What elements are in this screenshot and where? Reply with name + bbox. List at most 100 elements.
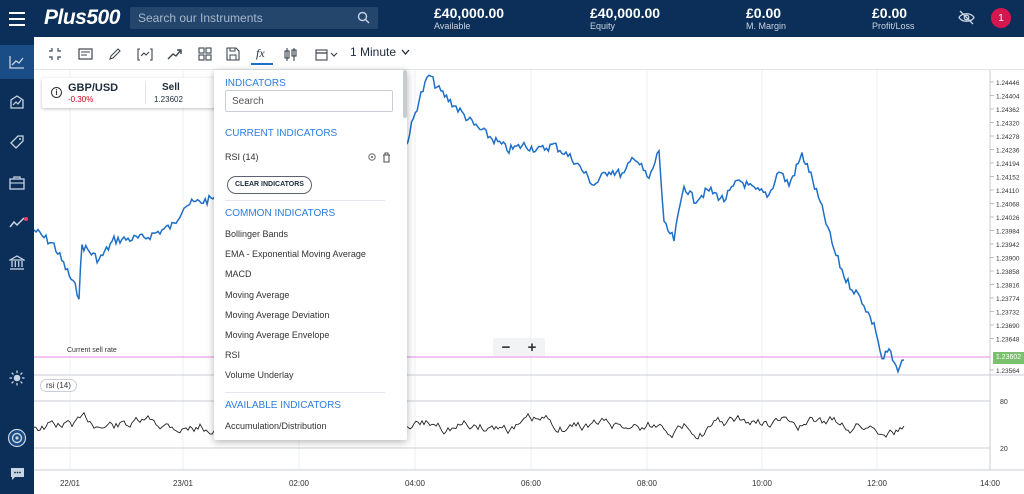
search-input[interactable] [138, 10, 348, 26]
instrument-card[interactable]: i GBP/USD -0.30% Sell 1.23602 1. [42, 78, 227, 108]
price-tick-label: 1.24404 [996, 94, 1020, 101]
theme-sun-icon [9, 370, 25, 386]
indicator-item[interactable]: EMA - Exponential Moving Average [225, 249, 366, 259]
stat-equity: £40,000.00 Equity [590, 5, 660, 32]
indicator-item[interactable]: Accumulation/Distribution [225, 421, 327, 431]
sidebar-item-trends[interactable] [0, 205, 34, 239]
search-icon[interactable] [357, 11, 370, 24]
layout-button[interactable] [194, 43, 216, 65]
menu-button[interactable] [0, 0, 34, 37]
indicators-dropdown: INDICATORS CURRENT INDICATORS RSI (14) C… [214, 70, 407, 440]
sidebar-item-positions[interactable] [0, 85, 34, 119]
time-tick-label: 14:00 [980, 479, 1001, 488]
zoom-out-button[interactable]: − [501, 338, 511, 356]
notification-badge[interactable]: 1 [991, 8, 1011, 28]
funds-bank-icon [9, 254, 25, 270]
current-sell-rate-label: Current sell rate [67, 347, 117, 354]
current-indicator-label: RSI (14) [225, 152, 259, 162]
trend-icon [167, 49, 182, 60]
stat-value: £0.00 [746, 5, 782, 21]
indicator-item[interactable]: Moving Average Deviation [225, 310, 330, 320]
indicator-item[interactable]: Moving Average [225, 290, 290, 300]
chart-grid [69, 70, 991, 470]
line-style-button[interactable] [134, 43, 156, 65]
price-series-line [34, 74, 905, 375]
price-tick-label: 1.23816 [996, 283, 1020, 290]
trash-icon[interactable] [382, 152, 391, 163]
hide-balance-eye-icon[interactable] [958, 10, 975, 25]
sidebar-item-theme[interactable] [0, 361, 34, 395]
top-bar: Plus500 £40,000.00 Available £40,000.00 … [0, 0, 1024, 37]
line-style-icon [137, 47, 153, 61]
stat-label: Equity [590, 21, 616, 31]
sell-label[interactable]: Sell [162, 82, 180, 93]
sidebar-item-chat[interactable] [0, 457, 34, 491]
indicator-item[interactable]: Volume Underlay [225, 370, 294, 380]
sidebar-item-funds[interactable] [0, 245, 34, 279]
indicators-fx-icon: fx [256, 46, 265, 60]
interval-select[interactable]: 1 Minute [350, 45, 410, 59]
price-tick-label: 1.24236 [996, 148, 1020, 155]
calendar-button[interactable] [310, 43, 344, 65]
info-icon[interactable]: i [51, 87, 62, 98]
price-tick-label: 1.24026 [996, 215, 1020, 222]
scrollbar[interactable] [403, 70, 407, 118]
interval-label: 1 Minute [350, 45, 397, 59]
current-indicators-heading: CURRENT INDICATORS [225, 128, 338, 139]
stat-label: M. Margin [746, 21, 787, 31]
chart-type-icon [77, 47, 93, 60]
fullscreen-button[interactable] [44, 43, 66, 65]
sell-value[interactable]: 1.23602 [154, 95, 183, 104]
time-tick-label: 08:00 [637, 479, 658, 488]
rsi-pane-label[interactable]: rsi (14) [40, 379, 77, 392]
draw-button[interactable] [104, 43, 126, 65]
price-tick-label: 1.23858 [996, 269, 1020, 276]
chart-toolbar: fx 1 Minute [34, 37, 1024, 70]
time-tick-label: 22/01 [60, 479, 81, 488]
indicator-item[interactable]: MACD [225, 269, 252, 279]
price-chart[interactable]: 1.24446 1.24404 1.24362 1.24320 1.24278 1.242… [34, 70, 1024, 494]
svg-text:fx: fx [256, 46, 265, 60]
calendar-icon [315, 48, 338, 61]
price-tick-label: 1.24194 [996, 161, 1020, 168]
clear-indicators-button[interactable]: CLEAR INDICATORS [227, 176, 312, 194]
price-tick-label: 1.24446 [996, 80, 1020, 87]
indicator-item[interactable]: Bollinger Bands [225, 229, 289, 239]
indicator-item[interactable]: Moving Average Envelope [225, 330, 330, 340]
menu-icon-bar [9, 17, 25, 20]
indicator-search-input[interactable] [225, 90, 393, 112]
indicator-item[interactable]: RSI [225, 350, 241, 360]
indicators-button[interactable]: fx [251, 43, 273, 65]
indicators-title: INDICATORS [225, 78, 286, 89]
candle-button[interactable] [280, 43, 302, 65]
current-price-tag: 1.23602 [993, 352, 1024, 364]
orders-tag-icon [10, 135, 24, 149]
save-button[interactable] [222, 43, 244, 65]
left-sidebar [0, 37, 34, 494]
sidebar-item-account[interactable] [0, 421, 34, 455]
search-box[interactable] [130, 7, 378, 29]
portfolio-briefcase-icon [9, 175, 25, 190]
fullscreen-icon [49, 48, 61, 60]
layout-icon [198, 47, 212, 61]
sidebar-item-orders[interactable] [0, 125, 34, 159]
stat-profit-loss: £0.00 Profit/Loss [872, 5, 915, 32]
sidebar-item-portfolio[interactable] [0, 165, 34, 199]
price-tick-label: 1.23942 [996, 242, 1020, 249]
logo: Plus500 [44, 6, 120, 29]
zoom-control: − + [493, 338, 545, 356]
chart-type-button[interactable] [74, 43, 96, 65]
price-tick-label: 1.23984 [996, 229, 1020, 236]
draw-icon [109, 48, 121, 60]
candle-icon [284, 47, 297, 61]
gear-icon[interactable] [367, 152, 377, 162]
stat-value: £40,000.00 [590, 5, 661, 21]
zoom-in-button[interactable]: + [527, 338, 537, 356]
time-tick-label: 06:00 [521, 479, 542, 488]
price-tick-label: 1.23564 [996, 368, 1020, 375]
price-tick-label: 1.23648 [996, 337, 1020, 344]
sidebar-item-trade[interactable] [0, 45, 34, 79]
account-icon [7, 428, 27, 448]
trend-button[interactable] [164, 43, 186, 65]
